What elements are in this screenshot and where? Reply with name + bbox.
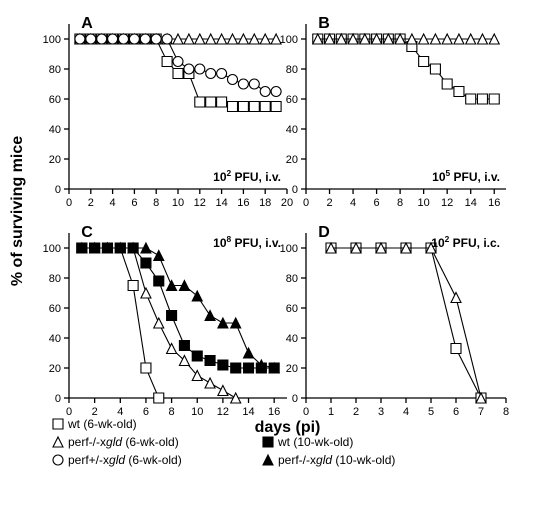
svg-text:60: 60 xyxy=(286,303,298,315)
svg-text:20: 20 xyxy=(49,154,61,166)
svg-text:6: 6 xyxy=(131,197,137,209)
svg-text:102 PFU, i.v.: 102 PFU, i.v. xyxy=(213,168,281,184)
svg-text:40: 40 xyxy=(49,333,61,345)
svg-text:100: 100 xyxy=(280,243,298,255)
svg-text:0: 0 xyxy=(66,197,72,209)
svg-text:40: 40 xyxy=(286,333,298,345)
svg-text:2: 2 xyxy=(88,197,94,209)
svg-text:7: 7 xyxy=(478,406,484,418)
svg-text:2: 2 xyxy=(353,406,359,418)
svg-text:0: 0 xyxy=(55,393,61,405)
svg-text:8: 8 xyxy=(169,406,175,418)
svg-text:80: 80 xyxy=(49,273,61,285)
svg-text:8: 8 xyxy=(153,197,159,209)
svg-text:80: 80 xyxy=(286,273,298,285)
svg-text:100: 100 xyxy=(280,34,298,46)
svg-text:40: 40 xyxy=(286,124,298,136)
svg-text:40: 40 xyxy=(49,124,61,136)
svg-text:20: 20 xyxy=(49,363,61,375)
svg-text:4: 4 xyxy=(403,406,409,418)
svg-text:0: 0 xyxy=(292,393,298,405)
svg-text:100: 100 xyxy=(43,243,61,255)
svg-text:12: 12 xyxy=(441,197,453,209)
svg-text:0: 0 xyxy=(292,184,298,196)
svg-text:60: 60 xyxy=(49,94,61,106)
panel-D: 0 20 40 60 80 100 0 1 2 3 4 5 6 7 8 D 102 PFU, i.c. xyxy=(280,224,509,418)
svg-text:18: 18 xyxy=(259,197,271,209)
svg-text:6: 6 xyxy=(453,406,459,418)
svg-text:perf-/-xgld (10-wk-old): perf-/-xgld (10-wk-old) xyxy=(278,453,395,467)
svg-text:4: 4 xyxy=(350,197,356,209)
panel-C: 0204060801000246810121416C108 PFU, i.v. xyxy=(43,224,287,418)
svg-text:days (pi): days (pi) xyxy=(255,419,321,436)
svg-text:60: 60 xyxy=(286,94,298,106)
svg-text:2: 2 xyxy=(326,197,332,209)
panel-B: 0204060801000246810121416B105 PFU, i.v. xyxy=(280,15,506,209)
svg-text:80: 80 xyxy=(286,64,298,76)
svg-text:6: 6 xyxy=(143,406,149,418)
svg-text:12: 12 xyxy=(194,197,206,209)
svg-text:0: 0 xyxy=(55,184,61,196)
svg-text:1: 1 xyxy=(328,406,334,418)
svg-text:8: 8 xyxy=(503,406,509,418)
svg-text:16: 16 xyxy=(268,406,280,418)
svg-text:20: 20 xyxy=(286,154,298,166)
svg-text:% of surviving mice: % of surviving mice xyxy=(9,136,26,286)
svg-text:D: D xyxy=(318,224,330,241)
svg-text:perf-/-xgld (6-wk-old): perf-/-xgld (6-wk-old) xyxy=(68,435,179,449)
svg-text:perf+/-xgld (6-wk-old): perf+/-xgld (6-wk-old) xyxy=(68,453,182,467)
svg-text:105 PFU, i.v.: 105 PFU, i.v. xyxy=(432,168,500,184)
svg-text:0: 0 xyxy=(303,406,309,418)
svg-text:C: C xyxy=(81,224,93,241)
svg-text:3: 3 xyxy=(378,406,384,418)
svg-text:B: B xyxy=(318,15,330,32)
svg-text:wt (10-wk-old): wt (10-wk-old) xyxy=(277,435,353,449)
svg-text:8: 8 xyxy=(397,197,403,209)
svg-text:10: 10 xyxy=(172,197,184,209)
svg-text:16: 16 xyxy=(237,197,249,209)
svg-text:14: 14 xyxy=(465,197,477,209)
svg-text:100: 100 xyxy=(43,34,61,46)
svg-text:12: 12 xyxy=(217,406,229,418)
legend: wt (6-wk-old) perf-/-xgld (6-wk-old) perf+… xyxy=(53,417,395,467)
svg-text:102 PFU, i.c.: 102 PFU, i.c. xyxy=(431,234,500,250)
svg-text:20: 20 xyxy=(281,197,293,209)
svg-text:14: 14 xyxy=(242,406,254,418)
svg-text:10: 10 xyxy=(418,197,430,209)
svg-text:14: 14 xyxy=(215,197,227,209)
panel-A: 0 20 40 60 80 100 0 2 4 6 8 10 12 14 16 18 20 A 102 PFU, i… xyxy=(43,15,293,209)
svg-text:80: 80 xyxy=(49,64,61,76)
svg-text:108 PFU, i.v.: 108 PFU, i.v. xyxy=(213,234,281,250)
svg-text:10: 10 xyxy=(191,406,203,418)
svg-text:6: 6 xyxy=(374,197,380,209)
svg-text:wt (6-wk-old): wt (6-wk-old) xyxy=(67,417,137,431)
svg-text:A: A xyxy=(81,15,93,32)
svg-text:20: 20 xyxy=(286,363,298,375)
svg-text:60: 60 xyxy=(49,303,61,315)
svg-text:5: 5 xyxy=(428,406,434,418)
svg-text:4: 4 xyxy=(110,197,116,209)
svg-text:0: 0 xyxy=(303,197,309,209)
svg-text:16: 16 xyxy=(488,197,500,209)
